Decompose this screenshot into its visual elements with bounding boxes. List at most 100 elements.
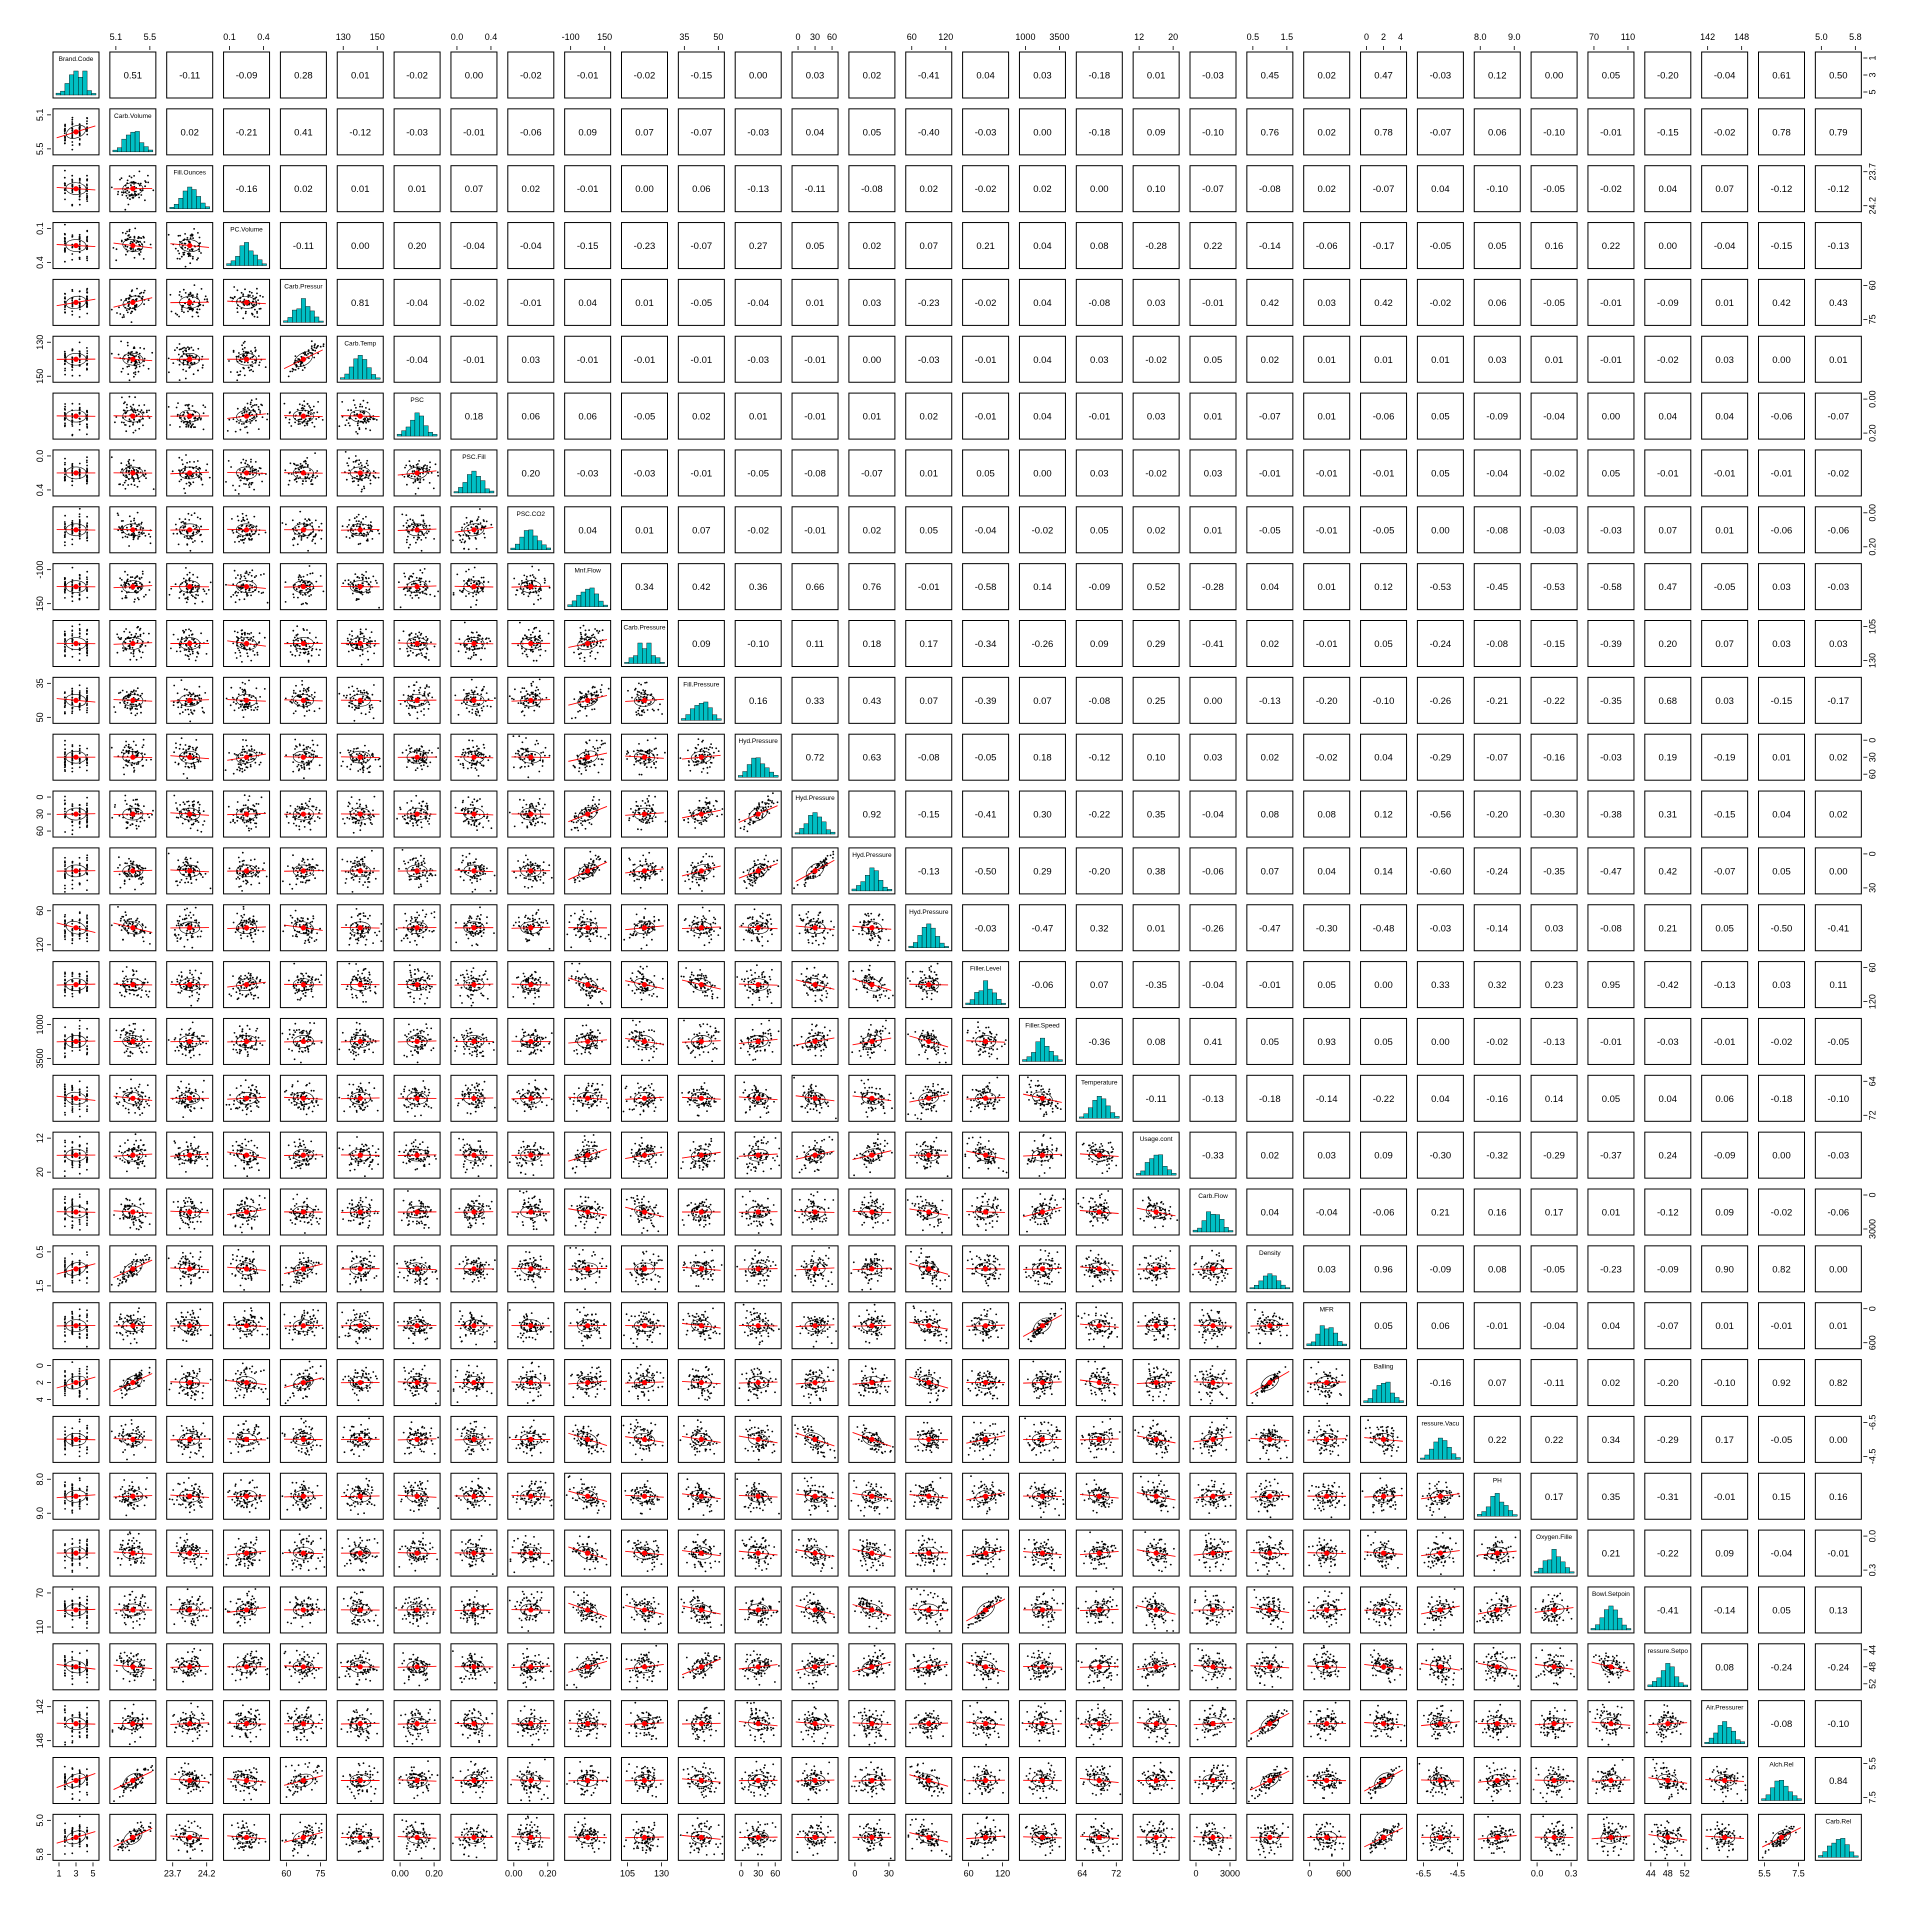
scatter-point — [233, 418, 235, 420]
scatter-point — [175, 583, 177, 585]
scatter-point — [86, 184, 88, 186]
scatter-point — [415, 542, 417, 544]
scatter-point — [135, 368, 137, 370]
scatter-point — [86, 582, 88, 584]
scatter-point — [185, 629, 187, 631]
scatter-point — [140, 527, 142, 529]
scatter-point — [466, 517, 468, 519]
correlation-value: 0.10 — [1147, 184, 1166, 195]
scatter-point — [240, 429, 242, 431]
panel-r3-c31: -0.13 — [1815, 223, 1861, 269]
correlation-value: -0.05 — [1373, 525, 1395, 536]
scatter-point — [230, 371, 232, 373]
histogram-bar — [542, 545, 546, 550]
scatter-point — [131, 177, 133, 179]
correlation-value: -0.02 — [1657, 355, 1679, 366]
scatter-point — [437, 471, 439, 473]
scatter-point — [192, 481, 194, 483]
scatter-point — [71, 435, 73, 437]
scatter-point — [401, 514, 403, 516]
scatter-point — [249, 295, 251, 297]
scatter-point — [411, 576, 413, 578]
scatter-point — [185, 370, 187, 372]
correlation-value: -0.01 — [577, 184, 599, 195]
histogram-bar — [590, 588, 594, 607]
scatter-point — [187, 346, 189, 348]
correlation-value: -0.01 — [1771, 468, 1793, 479]
scatter-point — [253, 645, 255, 647]
scatter-point — [515, 594, 517, 596]
scatter-point — [241, 661, 243, 663]
scatter-point — [253, 416, 255, 418]
panel-r2-c2: Fill.Ounces — [167, 166, 213, 212]
panel-r6-c20: 0.01 — [1190, 393, 1236, 439]
correlation-value: -0.04 — [1543, 412, 1565, 423]
scatter-point — [282, 522, 284, 524]
correlation-value: 0.03 — [1090, 355, 1109, 366]
scatter-point — [192, 475, 194, 477]
scatter-point — [175, 524, 177, 526]
panel-r3-c13: 0.05 — [792, 223, 838, 269]
scatter-point — [258, 534, 260, 536]
scatter-point — [133, 460, 135, 462]
scatter-point — [72, 117, 74, 119]
scatter-point — [358, 577, 360, 579]
center-point — [301, 414, 306, 419]
panel-r0-c4: 0.28 — [280, 52, 326, 98]
scatter-point — [123, 314, 125, 316]
scatter-point — [131, 289, 133, 291]
panel-r4-c6: -0.04 — [394, 279, 440, 325]
scatter-point — [315, 581, 317, 583]
scatter-point — [373, 476, 375, 478]
scatter-point — [64, 192, 66, 194]
scatter-point — [127, 312, 129, 314]
scatter-point — [285, 581, 287, 583]
scatter-point — [422, 514, 424, 516]
scatter-point — [410, 595, 412, 597]
scatter-point — [200, 526, 202, 528]
scatter-point — [71, 121, 73, 123]
scatter-point — [252, 295, 254, 297]
scatter-point — [358, 514, 360, 516]
diagonal-label: Mnf.Flow — [574, 568, 601, 575]
scatter-point — [133, 376, 135, 378]
scatter-point — [194, 585, 196, 587]
scatter-point — [195, 412, 197, 414]
scatter-point — [127, 204, 129, 206]
scatter-point — [133, 518, 135, 520]
panel-r2-c24: 0.04 — [1417, 166, 1463, 212]
correlation-value: -0.01 — [1088, 412, 1110, 423]
scatter-point — [360, 521, 362, 523]
panel-r5-c9: -0.01 — [565, 336, 611, 382]
correlation-value: 0.01 — [1715, 525, 1734, 536]
scatter-point — [193, 525, 195, 527]
scatter-point — [133, 175, 135, 177]
scatter-point — [261, 592, 263, 594]
correlation-value: 0.04 — [1659, 412, 1678, 423]
correlation-value: 0.04 — [578, 525, 597, 536]
histogram-bar — [349, 367, 353, 379]
scatter-point — [319, 649, 321, 651]
scatter-point — [138, 413, 140, 415]
scatter-point — [467, 528, 469, 530]
scatter-point — [419, 479, 421, 481]
scatter-point — [71, 633, 73, 635]
center-point — [187, 527, 192, 532]
diagonal-label: PSC.Fill — [462, 454, 486, 461]
scatter-point — [130, 465, 132, 467]
scatter-point — [258, 591, 260, 593]
correlation-value: -0.09 — [1657, 298, 1679, 309]
scatter-point — [129, 645, 131, 647]
scatter-point — [134, 195, 136, 197]
panel-r4-c10: 0.01 — [622, 279, 668, 325]
correlation-value: -0.10 — [1202, 127, 1224, 138]
correlation-value: 0.01 — [1147, 71, 1166, 82]
center-point — [130, 300, 135, 305]
scatter-point — [236, 636, 238, 638]
scatter-point — [203, 588, 205, 590]
histogram-bar — [354, 359, 358, 379]
scatter-point — [181, 310, 183, 312]
correlation-value: -0.01 — [463, 355, 485, 366]
scatter-point — [238, 352, 240, 354]
